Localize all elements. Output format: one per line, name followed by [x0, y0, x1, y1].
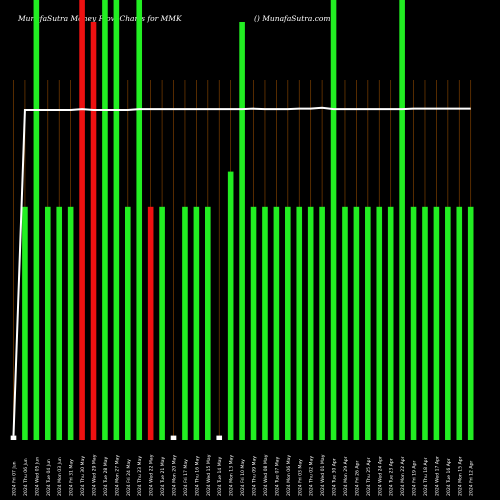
x-tick-label: 2024 Fri 17 May [183, 459, 189, 496]
x-tick-label: 2024 Tue 07 May [274, 456, 280, 496]
x-tick-label: 2024 Thu 30 May [80, 456, 86, 496]
x-tick-label: 2024 Thu 16 May [194, 456, 200, 496]
bar [170, 435, 177, 440]
x-tick-label: 2024 Tue 14 May [217, 456, 223, 496]
x-tick-label: 2024 Thu 18 Apr [423, 457, 429, 496]
x-tick-label: 2024 Wed 22 May [149, 454, 155, 496]
x-tick-label: 2024 Tue 23 Apr [389, 458, 395, 496]
bar [216, 435, 223, 440]
bar [125, 206, 131, 440]
bar [44, 206, 51, 440]
bar [273, 206, 280, 440]
bar [67, 206, 74, 440]
bar [90, 22, 97, 440]
x-tick-label: 2024 Wed 08 May [263, 454, 269, 496]
bar [307, 206, 314, 440]
x-tick-label: 2024 Tue 04 Jun [46, 459, 52, 496]
x-tick-label: 2024 Mon 03 Jun [57, 457, 63, 496]
x-tick-label: 2024 Mon 22 Apr [400, 456, 406, 496]
x-tick-label: 2024 Thu 02 May [309, 456, 315, 496]
x-tick-label: 2024 Wed 17 Apr [434, 456, 440, 496]
bar [319, 206, 325, 440]
bar [193, 206, 200, 440]
bar [387, 206, 394, 440]
bar [365, 206, 371, 440]
bar [433, 206, 440, 440]
chart-title: MunafaSutra Money Flow Charts for MMK [18, 14, 182, 23]
x-tick-labels: 2024 Fri 07 Jun 2024 Thu 06 Jun 2024 Wed 0… [12, 454, 475, 496]
x-tick-label: 2024 Thu 25 Apr [366, 457, 372, 496]
bar [227, 171, 234, 440]
bar [33, 0, 40, 440]
bar [56, 206, 63, 440]
bar [342, 206, 348, 440]
x-tick-label: 2024 Mon 27 May [114, 455, 120, 496]
bar [376, 206, 383, 440]
bar [353, 206, 360, 440]
bar [22, 206, 28, 440]
x-tick-label: 2024 Mon 06 May [286, 455, 292, 496]
bar [399, 0, 405, 440]
bar [159, 206, 165, 440]
x-tick-label: 2024 Fri 24 May [126, 459, 132, 496]
x-tick-label: 2024 Thu 23 May [137, 456, 143, 496]
bar [285, 206, 291, 440]
bar [467, 206, 474, 440]
x-tick-label: 2024 Fri 26 Apr [354, 461, 360, 496]
bar [456, 206, 463, 440]
x-tick-label: 2024 Fri 10 May [240, 459, 246, 496]
x-tick-label: 2024 Mon 20 May [172, 455, 178, 496]
x-tick-label: 2024 Fri 12 Apr [469, 461, 475, 496]
bar [113, 0, 120, 440]
x-tick-label: 2024 Mon 13 May [229, 455, 235, 496]
x-tick-label: 2024 Thu 09 May [252, 456, 258, 496]
bar [102, 0, 108, 440]
bar [147, 206, 154, 440]
x-tick-label: 2024 Tue 30 Apr [332, 458, 338, 496]
flow-line [12, 106, 471, 436]
bar [182, 206, 188, 440]
bar [330, 0, 337, 440]
bar [262, 206, 268, 440]
bar [410, 206, 417, 440]
bar [239, 22, 245, 440]
bar [445, 206, 451, 440]
x-tick-label: 2024 Mon 15 Apr [457, 456, 463, 496]
bar [250, 206, 257, 440]
line-series [12, 106, 471, 436]
x-tick-label: 2024 Mon 29 Apr [343, 456, 349, 496]
x-tick-label: 2024 Tue 21 May [160, 456, 166, 496]
bar [79, 0, 85, 440]
x-tick-label: 2024 Thu 06 Jun [23, 458, 29, 496]
x-tick-label: 2024 Wed 05 Jun [34, 457, 40, 496]
x-tick-label: 2024 Fri 07 Jun [12, 461, 18, 496]
bar [422, 206, 428, 440]
x-tick-label: 2024 Wed 29 May [92, 454, 98, 496]
bar [10, 435, 17, 440]
bar [205, 206, 211, 440]
x-tick-label: 2024 Tue 28 May [103, 456, 109, 496]
x-tick-label: 2024 Wed 15 May [206, 454, 212, 496]
watermark-text: () MunafaSutra.com [254, 14, 331, 23]
bar [136, 0, 143, 440]
x-tick-label: 2024 Fri 03 May [297, 459, 303, 496]
x-tick-label: 2024 Wed 24 Apr [377, 456, 383, 496]
x-tick-label: 2024 Tue 16 Apr [446, 458, 452, 496]
x-tick-label: 2024 Fri 31 May [69, 459, 75, 496]
x-tick-label: 2024 Fri 19 Apr [412, 461, 418, 496]
bars [10, 0, 474, 440]
bar [296, 206, 303, 440]
x-tick-label: 2024 Wed 01 May [320, 454, 326, 496]
